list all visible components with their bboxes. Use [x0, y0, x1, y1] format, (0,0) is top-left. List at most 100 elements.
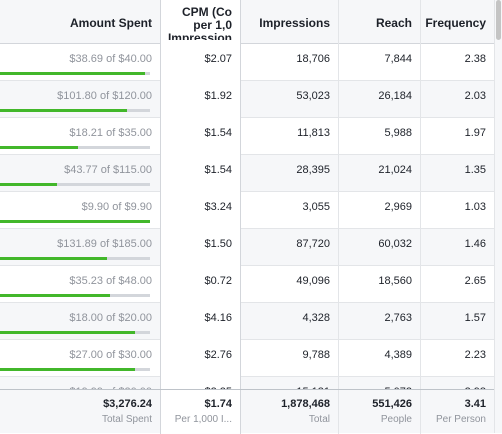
cpm-value: $0.72 — [204, 275, 232, 287]
impressions-value: 4,328 — [302, 312, 330, 324]
table-row[interactable]: $9.90 of $9.90 $3.24 3,055 2,969 1.03 — [0, 192, 494, 229]
budget-amount: $35.00 — [118, 127, 152, 139]
impressions-value: 87,720 — [296, 238, 330, 250]
header-cpm-label: CPM (Co per 1,0 Impression — [167, 6, 232, 40]
of-label: of — [99, 238, 110, 250]
amount-spent-value: $38.69 of $40.00 — [69, 53, 152, 65]
reach-value: 2,969 — [384, 201, 412, 213]
frequency-value: 2.38 — [464, 53, 486, 65]
of-label: of — [106, 312, 116, 324]
budget-progress-fill — [0, 183, 57, 186]
of-label: of — [106, 349, 116, 361]
budget-progress-bar — [0, 146, 150, 149]
table-row[interactable]: $27.00 of $30.00 $2.76 9,788 4,389 2.23 — [0, 340, 494, 377]
impressions-value: 9,788 — [302, 349, 330, 361]
budget-progress-fill — [0, 331, 135, 334]
amount-spent-value: $43.77 of $115.00 — [64, 164, 152, 176]
of-label: of — [112, 201, 122, 213]
frequency-value: 2.98 — [465, 386, 486, 389]
header-reach[interactable]: Reach — [338, 0, 420, 44]
budget-amount: $115.00 — [113, 164, 152, 176]
of-label: of — [106, 386, 115, 389]
spent-amount: $27.00 — [69, 349, 104, 361]
cpm-cell: $2.25 — [160, 377, 241, 389]
budget-progress-bar — [0, 220, 150, 223]
header-cpm[interactable]: CPM (Co per 1,0 Impression — [160, 0, 241, 44]
total-impressions-value: 1,878,468 — [281, 398, 330, 410]
table-row[interactable]: $19.99 of $20.00 $2.25 15,131 5,072 2.98 — [0, 377, 494, 389]
of-label: of — [106, 127, 116, 139]
total-frequency: 3.41 Per Person — [420, 390, 494, 434]
amount-spent-value: $19.99 of $20.00 — [69, 386, 152, 389]
header-impressions-label: Impressions — [259, 16, 330, 30]
budget-progress-bar — [0, 368, 150, 371]
table-row[interactable]: $18.00 of $20.00 $4.16 4,328 2,763 1.57 — [0, 303, 494, 340]
table-row[interactable]: $35.23 of $48.00 $0.72 49,096 18,560 2.65 — [0, 266, 494, 303]
frequency-value: 2.03 — [464, 90, 486, 102]
of-label: of — [106, 53, 116, 65]
total-reach: 551,426 People — [338, 390, 420, 434]
table-row[interactable]: $43.77 of $115.00 $1.54 28,395 21,024 1.35 — [0, 155, 494, 192]
frequency-value: 1.57 — [464, 312, 486, 324]
cpm-cell: $1.54 — [160, 118, 241, 155]
amount-spent-value: $101.80 of $120.00 — [57, 90, 152, 102]
spent-amount: $18.21 — [69, 127, 104, 139]
frequency-value: 1.46 — [464, 238, 486, 250]
budget-progress-fill — [0, 109, 127, 112]
budget-progress-bar — [0, 183, 150, 186]
spent-amount: $35.23 — [69, 275, 104, 287]
total-cpm: $1.74 Per 1,000 I... — [160, 390, 241, 434]
table-row[interactable]: $18.21 of $35.00 $1.54 11,813 5,988 1.97 — [0, 118, 494, 155]
impressions-value: 18,706 — [296, 53, 330, 65]
cpm-value: $2.25 — [204, 386, 232, 389]
budget-amount: $120.00 — [112, 90, 152, 102]
total-frequency-label: Per Person — [435, 414, 486, 425]
column-divider — [338, 44, 339, 389]
total-cpm-label: Per 1,000 I... — [174, 414, 232, 425]
vertical-scrollbar[interactable] — [494, 0, 502, 433]
budget-progress-bar — [0, 331, 150, 334]
header-impressions[interactable]: Impressions — [241, 0, 338, 44]
budget-amount: $9.90 — [124, 201, 152, 213]
spent-amount: $101.80 — [57, 90, 97, 102]
cpm-value: $1.50 — [204, 238, 232, 250]
table-row[interactable]: $38.69 of $40.00 $2.07 18,706 7,844 2.38 — [0, 44, 494, 81]
impressions-value: 28,395 — [296, 164, 330, 176]
header-frequency[interactable]: Frequency — [420, 0, 494, 44]
total-amount-spent-value: $3,276.24 — [103, 398, 152, 410]
budget-progress-bar — [0, 72, 150, 75]
budget-progress-fill — [0, 368, 135, 371]
of-label: of — [99, 90, 110, 102]
cpm-cell: $1.54 — [160, 155, 241, 192]
cpm-cell: $2.07 — [160, 44, 241, 81]
impressions-value: 11,813 — [297, 127, 330, 139]
header-amount-spent[interactable]: Amount Spent — [0, 0, 160, 44]
table-row[interactable]: $101.80 of $120.00 $1.92 53,023 26,184 2.03 — [0, 81, 494, 118]
cpm-value: $4.16 — [204, 312, 232, 324]
total-reach-label: People — [380, 414, 412, 425]
reach-value: 5,988 — [384, 127, 412, 139]
spent-amount: $43.77 — [64, 164, 98, 176]
budget-amount: $20.00 — [118, 312, 152, 324]
budget-amount: $30.00 — [118, 349, 152, 361]
budget-amount: $48.00 — [118, 275, 152, 287]
impressions-value: 49,096 — [296, 275, 330, 287]
header-amount-spent-label: Amount Spent — [70, 16, 152, 30]
budget-progress-fill — [0, 257, 107, 260]
spent-amount: $19.99 — [69, 386, 103, 389]
frequency-value: 1.97 — [464, 127, 486, 139]
budget-progress-fill — [0, 294, 110, 297]
table-row[interactable]: $131.89 of $185.00 $1.50 87,720 60,032 1.46 — [0, 229, 494, 266]
frequency-value: 2.23 — [464, 349, 486, 361]
table-header: Amount Spent CPM (Co per 1,0 Impression … — [0, 0, 494, 44]
cpm-cell: $3.24 — [160, 192, 241, 229]
cpm-cell: $1.92 — [160, 81, 241, 118]
budget-amount: $20.00 — [118, 386, 152, 389]
cpm-value: $2.76 — [204, 349, 232, 361]
impressions-value: 15,131 — [296, 386, 330, 389]
frequency-value: 1.03 — [464, 201, 486, 213]
reach-value: 7,844 — [384, 53, 412, 65]
cpm-value: $1.54 — [204, 164, 232, 176]
scrollbar-thumb[interactable] — [496, 0, 501, 40]
